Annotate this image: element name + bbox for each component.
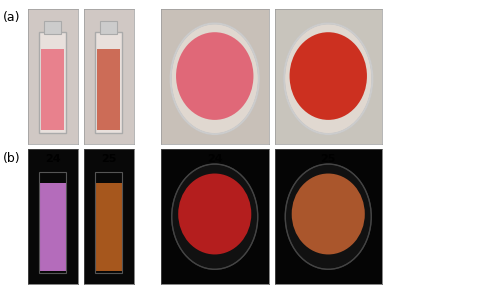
Ellipse shape (285, 164, 371, 269)
Ellipse shape (170, 24, 259, 134)
Bar (100, 21, 117, 34)
Bar (95, 32, 122, 133)
Text: 25: 25 (320, 154, 336, 164)
Ellipse shape (172, 164, 258, 269)
Ellipse shape (178, 174, 252, 255)
Text: (a): (a) (2, 11, 20, 24)
Ellipse shape (292, 174, 365, 255)
Text: 24: 24 (44, 154, 60, 164)
Text: 25: 25 (101, 154, 116, 164)
Text: (b): (b) (2, 152, 20, 165)
Bar (39, 183, 66, 271)
Ellipse shape (290, 32, 367, 120)
Ellipse shape (176, 32, 254, 120)
Bar (95, 183, 122, 271)
Bar (39, 32, 66, 133)
Text: 24: 24 (207, 154, 222, 164)
Ellipse shape (284, 24, 372, 134)
Bar (95, 172, 122, 273)
Bar (44, 21, 61, 34)
Bar (39, 172, 66, 273)
Bar (97, 49, 120, 130)
Bar (41, 49, 64, 130)
